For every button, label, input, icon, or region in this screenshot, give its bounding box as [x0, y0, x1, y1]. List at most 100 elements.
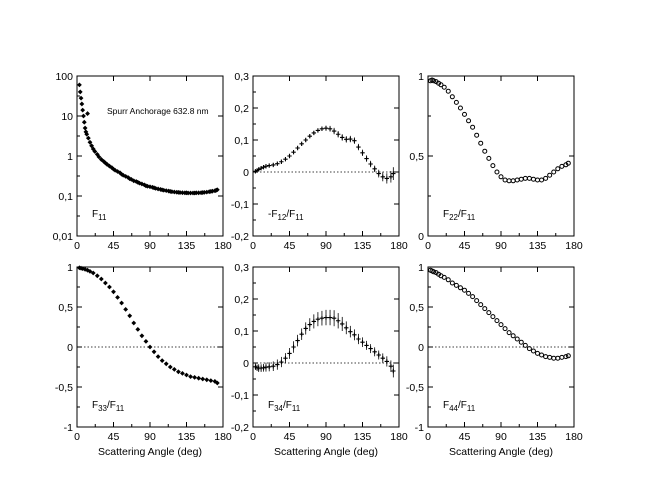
- data-point: [565, 160, 571, 166]
- plot-frame: [427, 75, 575, 237]
- data-point: [482, 306, 488, 312]
- panel-label-divider: /F: [283, 400, 292, 411]
- x-tick-label: 180: [390, 240, 408, 252]
- data-point: [376, 171, 381, 176]
- data-point: [364, 156, 369, 161]
- data-point: [307, 133, 312, 139]
- data-point: [335, 318, 341, 323]
- y-tick-label: -1: [64, 422, 73, 434]
- y-tick-label: 0,5: [58, 302, 73, 314]
- panel-1: 0 45 90 135 180 -0,2 -0,1 0 0,1 0,2 0,3 -F12/F11: [231, 71, 408, 252]
- data-point: [315, 316, 321, 322]
- x-tick-label: 135: [354, 240, 372, 252]
- data-point: [506, 178, 512, 184]
- panel-label: F33/F11: [92, 400, 125, 413]
- data-point: [518, 339, 524, 345]
- data-point: [478, 302, 484, 308]
- data-point: [127, 313, 133, 319]
- data-point: [77, 82, 82, 88]
- data-point: [441, 274, 447, 280]
- data-point: [486, 310, 492, 316]
- data-point: [490, 163, 496, 169]
- x-tick-label: 90: [495, 431, 507, 443]
- x-tick-label: 135: [529, 431, 547, 443]
- x-tick-label: 45: [108, 240, 120, 252]
- data-point: [185, 190, 191, 196]
- data-point: [391, 171, 396, 176]
- data-point: [155, 354, 161, 359]
- x-tick-label: 45: [284, 240, 296, 252]
- data-point: [123, 173, 129, 179]
- data-point: [102, 160, 108, 166]
- data-point: [319, 316, 325, 321]
- x-axis-title: Scattering Angle (deg): [98, 446, 202, 458]
- data-point: [81, 119, 87, 125]
- data-point: [102, 280, 108, 286]
- data-point: [171, 189, 177, 195]
- data-point: [123, 307, 129, 312]
- x-tick-label: 180: [565, 240, 583, 252]
- data-point: [372, 166, 377, 171]
- panel-label-main: F: [92, 209, 98, 220]
- data-point: [169, 189, 175, 195]
- data-point: [335, 132, 341, 137]
- data-point: [498, 174, 504, 180]
- data-point: [81, 113, 86, 119]
- data-point: [518, 176, 524, 182]
- data-point: [441, 84, 447, 90]
- y-tick-label: 1: [418, 71, 424, 83]
- data-point: [204, 189, 210, 195]
- data-point: [384, 176, 390, 181]
- data-point: [340, 135, 345, 140]
- x-tick-label: 90: [144, 240, 156, 252]
- data-point: [323, 315, 329, 320]
- data-point: [514, 336, 520, 342]
- data-point: [275, 362, 280, 367]
- panel-label: F44/F11: [443, 400, 476, 413]
- y-tick-label: 0: [243, 358, 249, 370]
- data-point: [445, 88, 451, 94]
- data-point: [344, 137, 349, 142]
- data-point: [315, 128, 321, 133]
- data-point: [180, 190, 185, 196]
- data-point: [331, 316, 337, 321]
- x-tick-label: 135: [178, 431, 196, 443]
- data-point: [457, 285, 463, 291]
- data-point: [256, 167, 261, 172]
- data-point: [79, 101, 85, 107]
- data-point: [258, 165, 264, 171]
- data-point: [559, 163, 565, 169]
- panel-5: 0 45 90 135 180 -1 -0,5 0 0,5 1 F44/F11 Scattering …: [406, 262, 583, 458]
- data-point: [565, 353, 571, 359]
- x-tick-label: 45: [284, 431, 296, 443]
- data-point: [283, 157, 288, 162]
- data-point: [151, 349, 157, 355]
- data-point: [376, 352, 381, 358]
- x-tick-label: 180: [565, 431, 583, 443]
- data-point: [431, 78, 437, 84]
- data-point: [510, 178, 516, 184]
- panel-label-main: -F: [268, 209, 277, 220]
- data-point: [474, 132, 480, 138]
- panel-label-divider: /F: [458, 209, 467, 220]
- y-tick-label: 0,1: [58, 191, 73, 203]
- panel-label-subscript: 22: [449, 213, 458, 222]
- data-point: [340, 321, 345, 327]
- data-point: [368, 346, 373, 351]
- data-point: [180, 371, 185, 376]
- data-point: [135, 327, 141, 332]
- x-tick-label: 45: [459, 431, 471, 443]
- data-point: [283, 356, 288, 361]
- data-point: [200, 376, 206, 382]
- data-point: [388, 174, 394, 179]
- data-point: [352, 138, 357, 143]
- data-point: [380, 356, 385, 361]
- data-point: [112, 167, 118, 173]
- panel-label-divider: /F: [286, 209, 295, 220]
- panel-label: -F12/F11: [268, 209, 304, 222]
- data-point: [438, 82, 444, 88]
- x-tick-label: 90: [320, 431, 332, 443]
- data-point: [462, 111, 467, 117]
- data-point: [82, 125, 88, 131]
